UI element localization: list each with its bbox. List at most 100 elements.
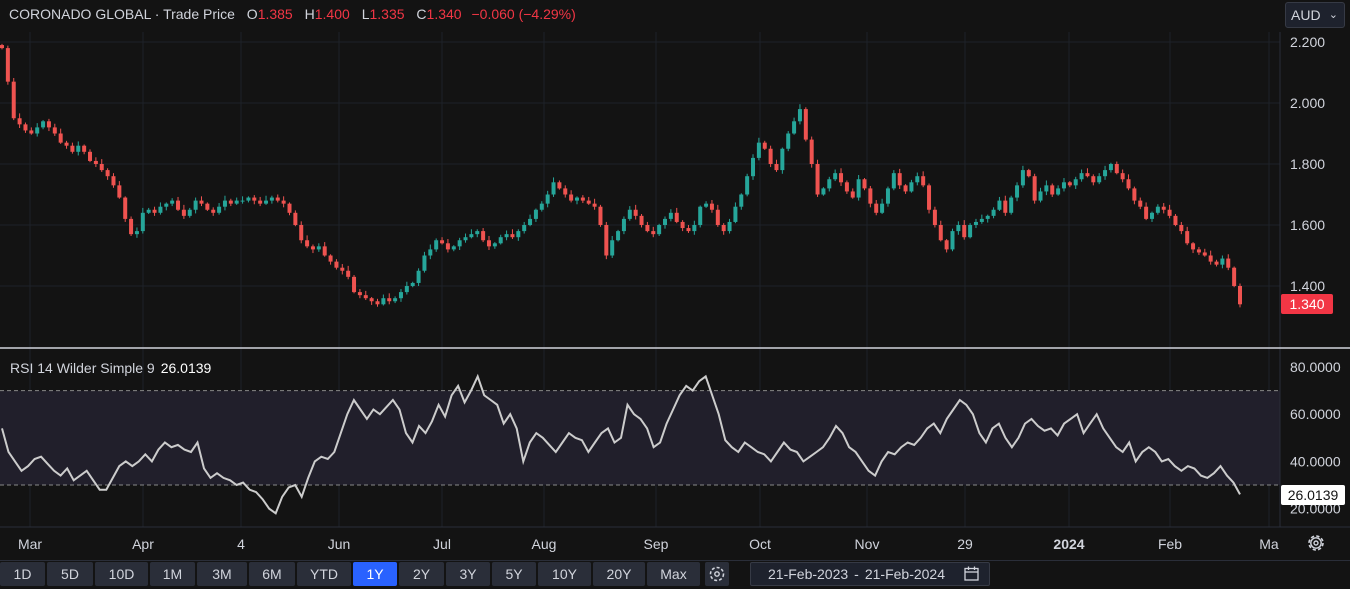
candle	[557, 180, 562, 190]
candle	[440, 237, 445, 245]
candle	[780, 147, 785, 174]
timeframe-6m-button[interactable]: 6M	[249, 562, 295, 586]
candle	[328, 254, 333, 265]
candle	[962, 220, 967, 240]
timeframe-1d-button[interactable]: 1D	[0, 562, 45, 586]
candle-body	[258, 200, 263, 204]
candle	[299, 221, 304, 244]
candle	[281, 196, 286, 208]
candle-body	[927, 185, 932, 210]
candle	[305, 235, 310, 249]
candle	[340, 264, 345, 275]
candle-body	[1097, 176, 1102, 183]
high-label: H	[304, 6, 315, 22]
candle-body	[680, 221, 685, 229]
candle	[850, 188, 855, 199]
candle	[228, 198, 233, 207]
candle-body	[839, 173, 844, 183]
candle	[1114, 161, 1119, 175]
candle	[1238, 283, 1242, 308]
candle-body	[979, 218, 984, 222]
candle-body	[146, 209, 151, 213]
candle	[580, 195, 585, 204]
timeframe-1y-button[interactable]: 1Y	[353, 562, 397, 586]
candle	[0, 43, 4, 50]
candle-body	[240, 200, 245, 202]
candle	[41, 120, 46, 130]
candle	[797, 104, 802, 125]
timeframe-3y-button[interactable]: 3Y	[446, 562, 490, 586]
symbol-name[interactable]: CORONADO GLOBAL	[9, 6, 151, 22]
candle	[217, 203, 222, 215]
gear-icon[interactable]	[705, 562, 729, 586]
candle-body	[410, 282, 415, 286]
close-label: C	[416, 6, 427, 22]
candle-body	[1167, 209, 1172, 216]
timeframe-max-button[interactable]: Max	[647, 562, 700, 586]
timeframe-2y-button[interactable]: 2Y	[399, 562, 444, 586]
candle-body	[486, 240, 491, 247]
candle-body	[610, 240, 615, 256]
candle-body	[1009, 197, 1014, 213]
candle	[1091, 174, 1096, 186]
time-tick-label: Jul	[433, 536, 451, 552]
candle	[950, 228, 955, 252]
candle	[592, 198, 597, 210]
candle-body	[557, 182, 562, 189]
candle	[181, 204, 186, 219]
timeframe-ytd-button[interactable]: YTD	[297, 562, 351, 586]
candle	[140, 207, 145, 234]
timeframe-20y-button[interactable]: 20Y	[593, 562, 645, 586]
candle	[932, 206, 937, 228]
candle-body	[897, 173, 902, 186]
candle	[1208, 250, 1213, 265]
candle-body	[1208, 255, 1213, 262]
candle	[129, 216, 134, 236]
candle-body	[598, 206, 603, 225]
candle	[1015, 182, 1020, 202]
candle	[874, 199, 879, 216]
candle-body	[269, 197, 274, 201]
date-range-picker[interactable]: 21-Feb-2023-21-Feb-2024	[750, 562, 990, 586]
candle	[821, 187, 826, 196]
candle-body	[340, 267, 345, 271]
candle-body	[1044, 185, 1049, 192]
candle-body	[46, 121, 51, 128]
timeframe-5y-button[interactable]: 5Y	[492, 562, 536, 586]
candle	[29, 127, 34, 135]
candle-body	[797, 109, 802, 122]
price-chart[interactable]: 2.200 2.000 1.800 1.600 1.400 80.0000 60.0000…	[0, 0, 1350, 560]
time-tick-label: Ma	[1259, 536, 1279, 552]
candle-body	[633, 209, 638, 216]
timeframe-5d-button[interactable]: 5D	[47, 562, 93, 586]
candle-body	[181, 209, 186, 216]
candle-body	[786, 133, 791, 149]
rsi-name[interactable]: RSI 14 Wilder Simple 9	[10, 360, 155, 376]
candle	[1032, 173, 1037, 204]
candle-body	[880, 203, 885, 213]
candle	[111, 173, 116, 188]
candle	[979, 214, 984, 224]
candle	[721, 223, 726, 235]
candle	[692, 220, 697, 235]
candle-body	[944, 240, 949, 250]
candle-body	[698, 206, 703, 225]
timeframe-3m-button[interactable]: 3M	[197, 562, 247, 586]
timeframe-10y-button[interactable]: 10Y	[538, 562, 591, 586]
candle-body	[1079, 173, 1084, 180]
candle-body	[41, 121, 46, 128]
candle-body	[346, 270, 351, 277]
candle-body	[457, 240, 462, 247]
candle	[264, 195, 269, 205]
candle	[1026, 168, 1031, 178]
candle	[533, 208, 538, 222]
currency-select[interactable]: AUD ⌄	[1285, 2, 1345, 28]
candle-body	[281, 200, 286, 204]
timeframe-10d-button[interactable]: 10D	[95, 562, 148, 586]
candle	[885, 186, 890, 207]
candle	[258, 196, 263, 207]
chart-settings-gear-icon[interactable]	[1305, 532, 1327, 554]
candle-body	[692, 225, 697, 232]
legend-separator: ·	[154, 6, 160, 22]
timeframe-1m-button[interactable]: 1M	[150, 562, 195, 586]
